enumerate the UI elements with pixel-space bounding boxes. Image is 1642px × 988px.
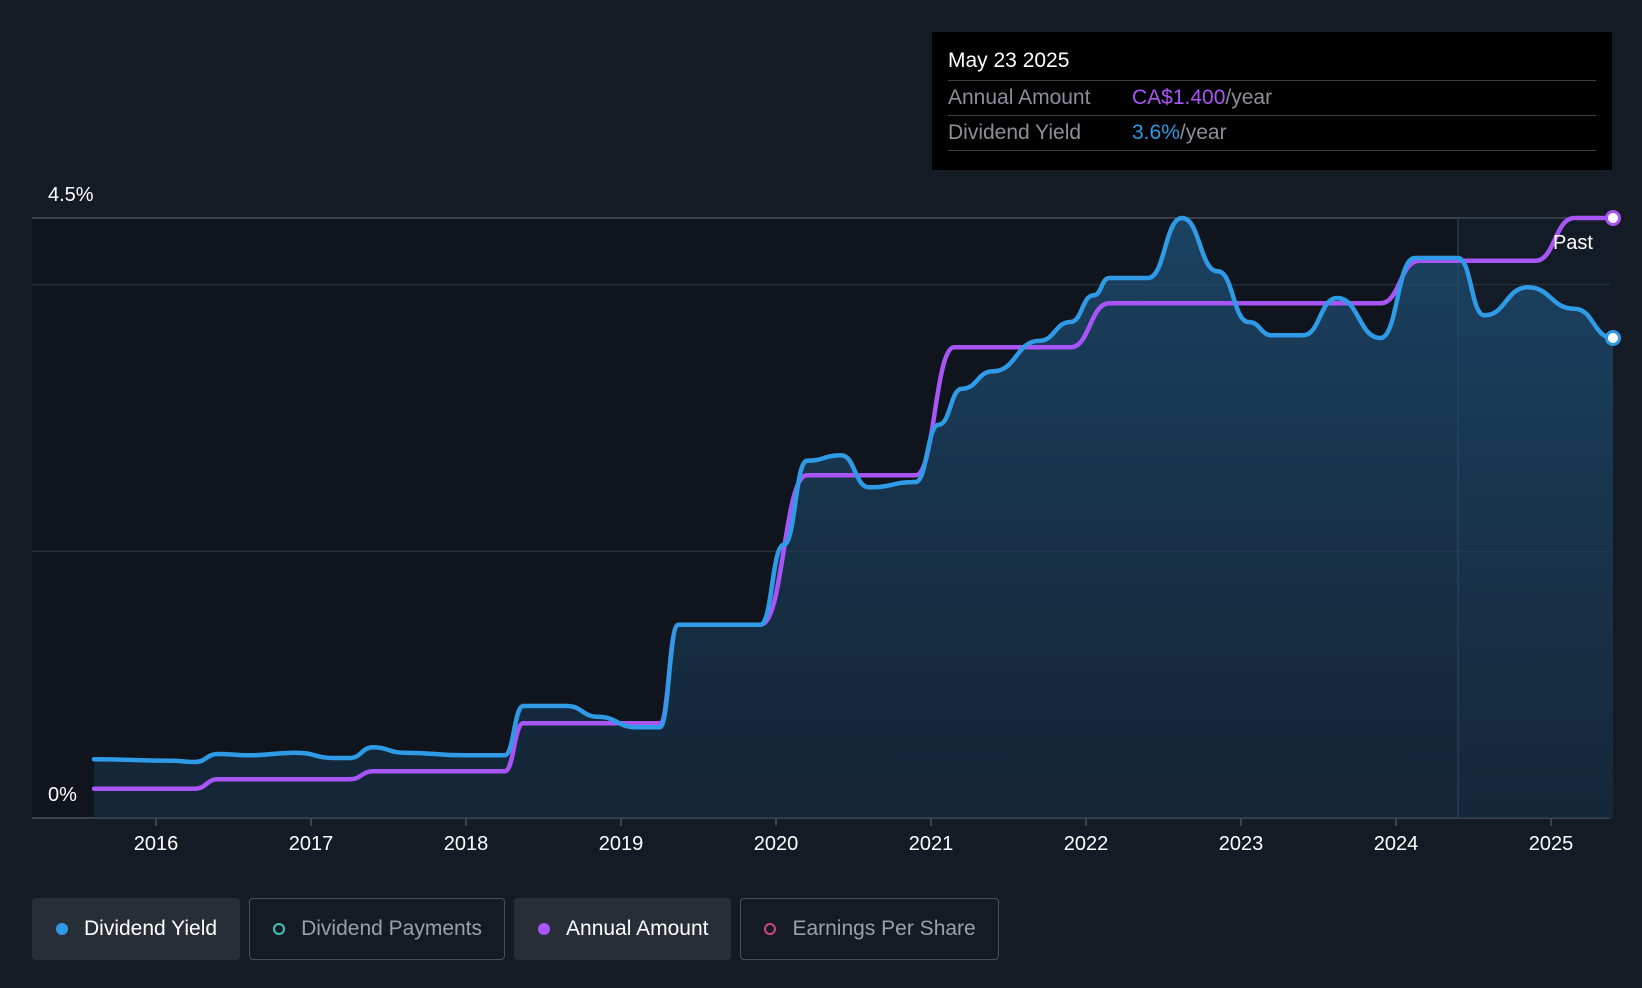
legend-dividend-payments-button[interactable]: Dividend Payments bbox=[249, 898, 506, 960]
tooltip-date: May 23 2025 bbox=[948, 46, 1596, 81]
tooltip-dividend-yield-label: Dividend Yield bbox=[948, 121, 1082, 144]
legend-annual-amount-label: Annual Amount bbox=[566, 917, 709, 940]
dividend-yield-line bbox=[91, 215, 1616, 765]
legend-dividend-payments-label: Dividend Payments bbox=[301, 917, 483, 940]
tooltip-annual-amount-value: CA$1.400 bbox=[1132, 86, 1226, 109]
tooltip-row-annual-amount: Annual Amount CA$1.400 /year bbox=[948, 81, 1596, 116]
x-tick-label: 2023 bbox=[1219, 833, 1264, 855]
past-label: Past bbox=[1553, 232, 1593, 254]
x-tick-label: 2024 bbox=[1374, 833, 1419, 855]
x-tick-label: 2020 bbox=[754, 833, 799, 855]
legend-earnings-per-share-ring-icon bbox=[764, 923, 777, 935]
dividend-yield-end-marker bbox=[1605, 330, 1621, 346]
x-tick-label: 2016 bbox=[134, 833, 179, 855]
x-tick-label: 2017 bbox=[289, 833, 334, 855]
legend-dividend-yield-dot-icon bbox=[56, 923, 68, 935]
annual-amount-end-marker bbox=[1605, 210, 1621, 226]
tooltip-annual-amount-label: Annual Amount bbox=[948, 86, 1091, 109]
legend-dividend-payments-ring-icon bbox=[273, 923, 286, 935]
legend-annual-amount-button[interactable]: Annual Amount bbox=[514, 898, 732, 960]
x-tick-label: 2018 bbox=[444, 833, 489, 855]
x-tick-label: 2021 bbox=[909, 833, 954, 855]
tooltip-row-dividend-yield: Dividend Yield 3.6% /year bbox=[948, 116, 1596, 151]
y-axis-top-label: 4.5% bbox=[48, 184, 94, 206]
dividend-yield-area bbox=[94, 218, 1613, 818]
legend-dividend-yield-label: Dividend Yield bbox=[84, 917, 218, 940]
legend-annual-amount-dot-icon bbox=[538, 923, 551, 935]
legend-dividend-yield-button[interactable]: Dividend Yield bbox=[32, 898, 241, 960]
legend-earnings-per-share-button[interactable]: Earnings Per Share bbox=[740, 898, 999, 960]
tooltip-dividend-yield-unit: /year bbox=[1179, 121, 1227, 144]
x-tick-label: 2025 bbox=[1529, 833, 1574, 855]
legend: Dividend Yield Dividend Payments Annual … bbox=[32, 898, 999, 960]
tooltip-dividend-yield-value: 3.6% bbox=[1132, 121, 1180, 144]
x-tick-label: 2019 bbox=[599, 833, 644, 855]
x-tick-label: 2022 bbox=[1064, 833, 1109, 855]
legend-earnings-per-share-label: Earnings Per Share bbox=[792, 917, 976, 940]
y-axis-bottom-label: 0% bbox=[48, 784, 77, 806]
tooltip-annual-amount-unit: /year bbox=[1225, 86, 1273, 109]
tooltip: May 23 2025 Annual Amount CA$1.400 /year… bbox=[932, 32, 1612, 170]
